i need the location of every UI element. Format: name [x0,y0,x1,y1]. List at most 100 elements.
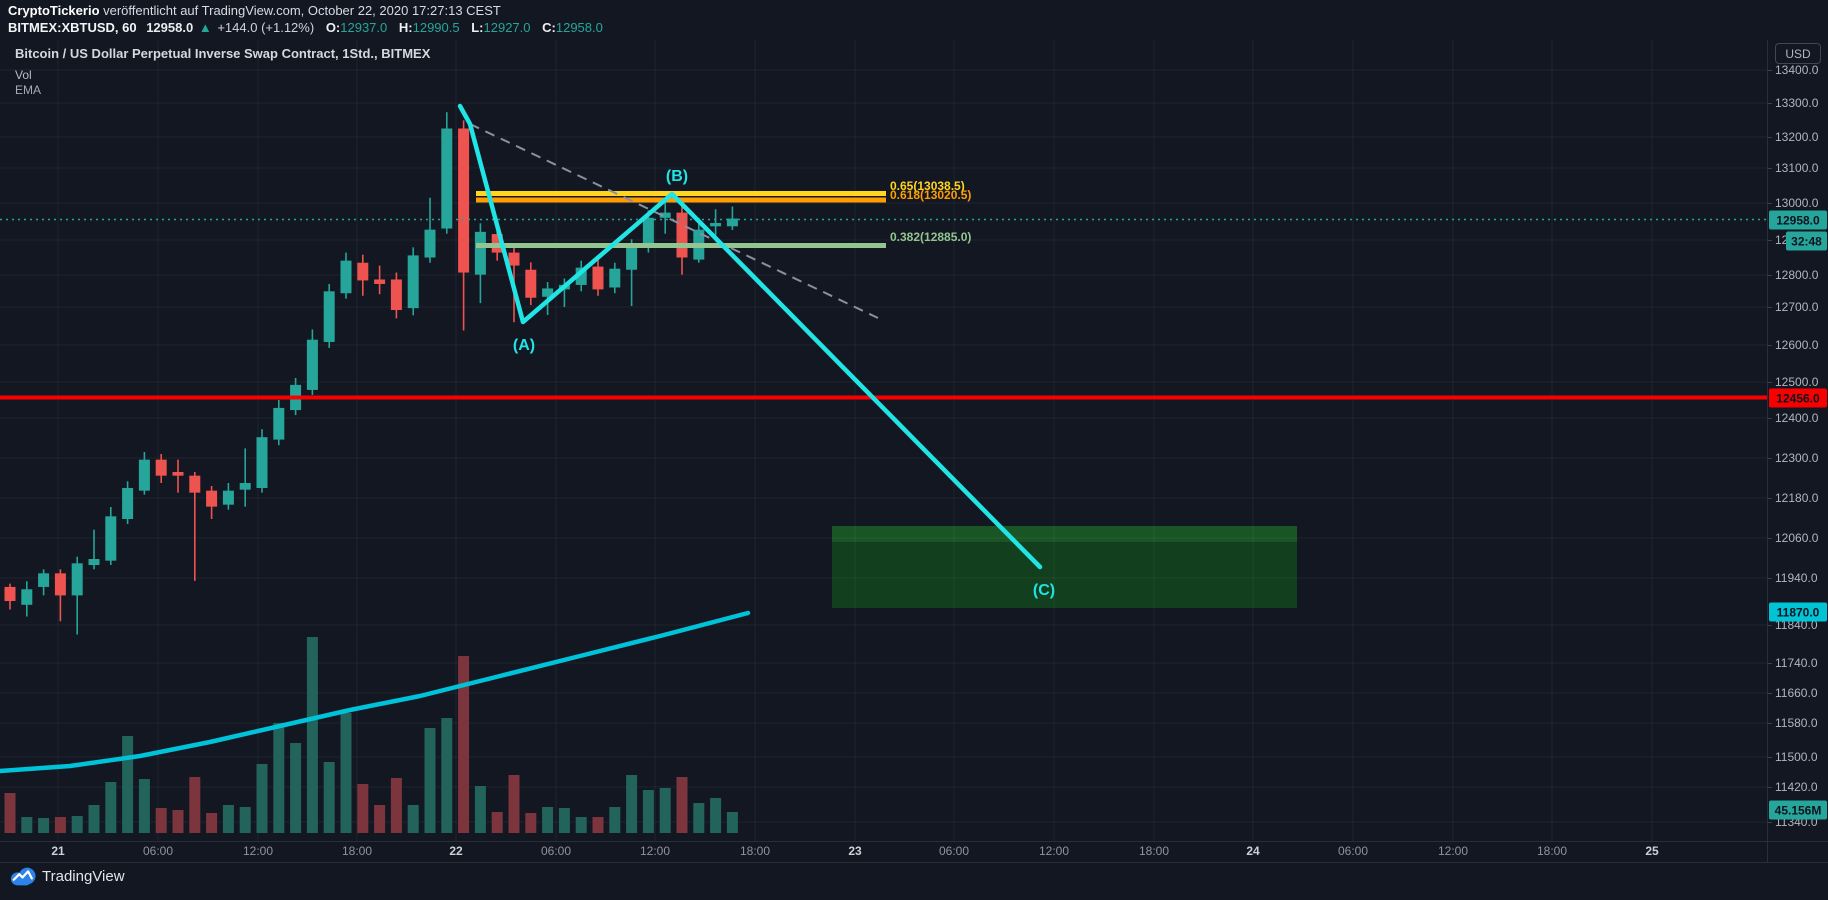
price-tick-label: 13100.0 [1775,161,1819,175]
currency-toggle-button[interactable]: USD [1775,43,1821,64]
price-tick-mark [1768,822,1772,823]
price-tick-mark [1768,307,1772,308]
volume-bar [172,810,184,833]
time-tick-label: 22 [449,844,463,858]
symbol-interval[interactable]: BITMEX:XBTUSD, 60 [8,20,137,35]
volume-indicator-label[interactable]: Vol [15,68,32,82]
ema-indicator-label[interactable]: EMA [15,83,42,97]
volume-bar [323,762,335,833]
price-tick-mark [1768,137,1772,138]
candle-body [54,573,66,596]
target-zone-box[interactable] [832,542,1297,608]
time-tick-label: 12:00 [1038,844,1070,858]
author-name: CryptoTickerio [8,3,100,18]
time-tick-label: 06:00 [142,844,174,858]
candle-body [609,268,621,288]
abc-wave-path[interactable] [457,103,1043,570]
price-tick-mark [1768,240,1772,241]
price-axis[interactable]: USD 13400.0 13300.0 13200.0 13100.0 13000.0 1… [1768,0,1828,862]
volume-bar [693,803,705,833]
volume-bar [88,805,100,833]
candle-body [21,589,33,605]
volume-bar [105,782,117,833]
volume-bar [239,807,251,833]
price-tick-label: 11500.0 [1775,750,1818,764]
volume-bar [71,816,83,833]
volume-bar [189,777,201,833]
price-tick-label: 11840.0 [1775,618,1818,632]
price-tick-label: 12400.0 [1775,411,1819,425]
candle-body [357,262,369,281]
wave-point-label: (C) [1032,582,1056,599]
candle-body [222,490,234,505]
volume-bar [710,798,722,833]
price-tick-label: 11940.0 [1775,571,1818,585]
volume-bar [390,778,402,833]
volume-bar [21,817,33,833]
candle-body [239,483,251,490]
time-tick-label: 24 [1246,844,1260,858]
time-axis[interactable]: 21 06:00 12:00 18:00 22 06:00 12:00 18:00 23 06:0… [0,841,1828,862]
wave-point-label: (B) [665,168,689,185]
dashed-trendline[interactable] [469,123,879,319]
high-label: H: [398,20,413,35]
close-label: C: [542,20,556,35]
price-tick-mark [1768,418,1772,419]
price-tick-mark [1768,203,1772,204]
last-price-badge: 12958.0 [1769,210,1827,230]
volume-bar [508,775,520,833]
time-tick-label: 25 [1645,844,1659,858]
price-tick-label: 13200.0 [1775,130,1819,144]
fib-level-label: 0.382(12885.0) [890,230,972,244]
price-tick-label: 11660.0 [1775,686,1818,700]
volume-bar [575,817,587,833]
volume-bar [374,805,386,833]
open-label: O: [325,20,341,35]
candle-body [105,516,117,561]
ema-line[interactable] [0,610,751,774]
price-tick-label: 12600.0 [1775,338,1819,352]
volume-bar [340,713,352,833]
volume-bar [525,813,537,833]
candle-body [122,488,134,519]
price-tick-label: 12700.0 [1775,300,1819,314]
price-tick-label: 11740.0 [1775,656,1818,670]
volume-bar [491,812,503,833]
candle-body [592,266,604,290]
price-tick-mark [1768,723,1772,724]
volume-bar [222,805,234,833]
last-price: 12958.0 [146,20,194,35]
price-tick-mark [1768,625,1772,626]
volume-bar [122,736,134,833]
price-tick-mark [1768,787,1772,788]
price-tick-label: 13300.0 [1775,96,1819,110]
tradingview-logo[interactable]: TradingView [10,867,125,886]
volume-bar [273,723,285,833]
volume-bar [357,784,369,833]
target-zone-top-band[interactable] [832,526,1297,542]
volume-bar [676,777,688,833]
price-tick-mark [1768,103,1772,104]
candle-body [474,231,486,275]
price-tick-label: 13400.0 [1775,63,1819,77]
volume-bar [290,743,302,833]
volume-bar [306,637,318,833]
candle-body [4,586,16,602]
volume-bar [54,817,66,833]
time-tick-label: 21 [51,844,65,858]
volume-bar [474,786,486,833]
candle-body [542,288,554,297]
candle-body [659,212,671,218]
publish-header: CryptoTickerio veröffentlicht auf Tradin… [8,3,501,18]
volume-bar [642,790,654,833]
price-tick-label: 12800.0 [1775,268,1819,282]
price-tick-mark [1768,168,1772,169]
volume-bar [256,764,268,833]
candle-body [726,218,738,227]
candle-body [71,563,83,596]
price-tick-mark [1768,70,1772,71]
tradingview-logo-icon [10,867,36,886]
volume-bar [458,656,470,833]
